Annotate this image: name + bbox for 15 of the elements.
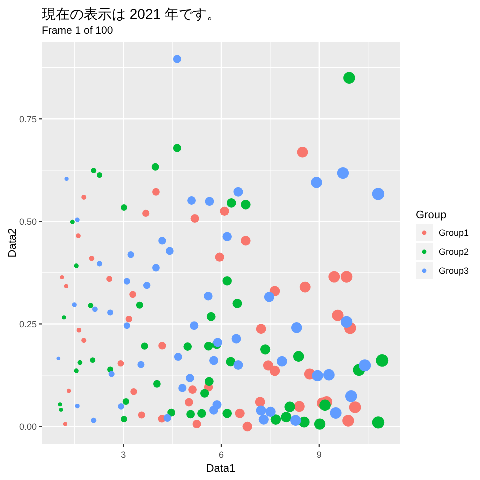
legend-label: Group2	[439, 247, 470, 258]
y-tick-label: 0.50	[19, 216, 37, 227]
x-tick-label: 3	[121, 450, 126, 460]
y-tick-label: 0.00	[19, 422, 37, 432]
legend-label: Group1	[439, 228, 470, 238]
x-axis-title: Data1	[206, 463, 236, 475]
legend-title: Group	[416, 210, 447, 222]
y-axis-title: Data2	[7, 228, 19, 258]
x-tick-label: 6	[218, 450, 224, 460]
y-tick-label: 0.25	[19, 319, 37, 330]
x-tick-label: 9	[316, 450, 322, 460]
title: 現在の表示は 2021 年です。	[42, 6, 221, 22]
y-tick-label: 0.75	[19, 114, 37, 124]
legend-label: Group3	[439, 266, 470, 276]
subtitle: Frame 1 of 100	[42, 25, 114, 37]
